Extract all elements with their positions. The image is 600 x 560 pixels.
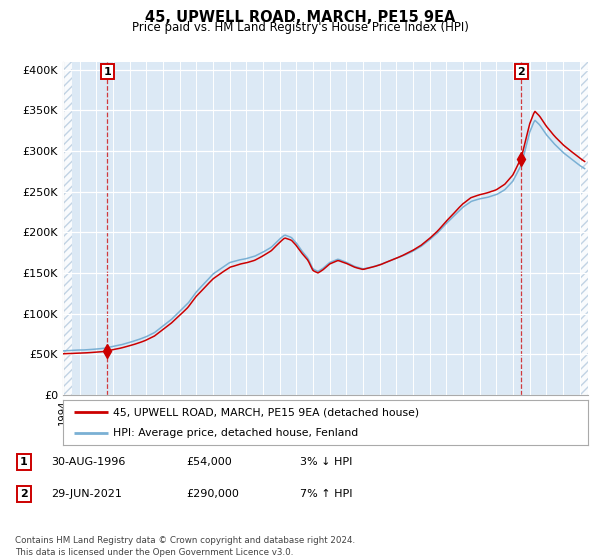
- Text: 45, UPWELL ROAD, MARCH, PE15 9EA: 45, UPWELL ROAD, MARCH, PE15 9EA: [145, 10, 455, 25]
- Text: 30-AUG-1996: 30-AUG-1996: [51, 457, 125, 467]
- Text: 45, UPWELL ROAD, MARCH, PE15 9EA (detached house): 45, UPWELL ROAD, MARCH, PE15 9EA (detach…: [113, 408, 419, 418]
- Text: Contains HM Land Registry data © Crown copyright and database right 2024.
This d: Contains HM Land Registry data © Crown c…: [15, 536, 355, 557]
- Bar: [63, 62, 72, 395]
- Bar: [581, 62, 589, 395]
- Text: 1: 1: [20, 457, 28, 467]
- Text: 2: 2: [20, 489, 28, 499]
- Text: £290,000: £290,000: [186, 489, 239, 499]
- Text: 2: 2: [517, 67, 525, 77]
- Text: 7% ↑ HPI: 7% ↑ HPI: [300, 489, 353, 499]
- Text: Price paid vs. HM Land Registry's House Price Index (HPI): Price paid vs. HM Land Registry's House …: [131, 21, 469, 34]
- Text: £54,000: £54,000: [186, 457, 232, 467]
- Text: HPI: Average price, detached house, Fenland: HPI: Average price, detached house, Fenl…: [113, 428, 358, 438]
- Text: 29-JUN-2021: 29-JUN-2021: [51, 489, 122, 499]
- Text: 3% ↓ HPI: 3% ↓ HPI: [300, 457, 352, 467]
- Text: 1: 1: [103, 67, 111, 77]
